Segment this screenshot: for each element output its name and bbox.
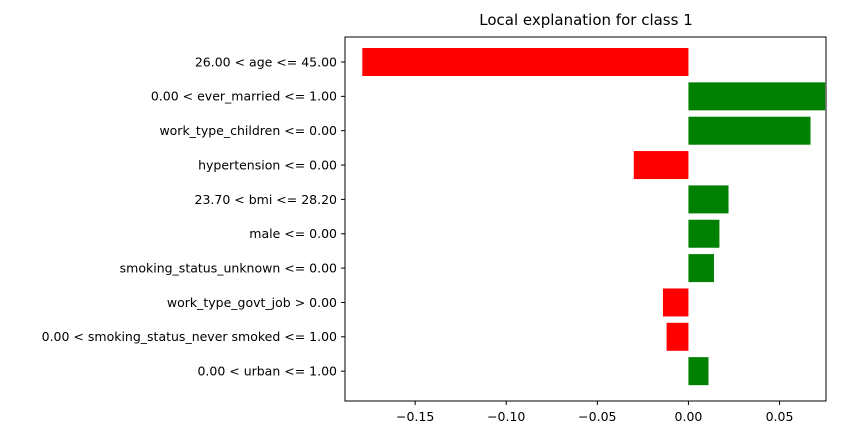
x-tick-label: −0.05 [578,409,616,424]
y-tick-label: 0.00 < urban <= 1.00 [197,364,337,379]
y-tick-label: 23.70 < bmi <= 28.20 [195,192,338,207]
x-tick-label: 0.05 [766,409,794,424]
y-tick-label: work_type_children <= 0.00 [159,123,337,138]
y-tick-label: 0.00 < ever_married <= 1.00 [151,89,337,104]
bar-3 [633,151,689,180]
bar-5 [688,219,720,248]
chart-title: Local explanation for class 1 [479,11,693,29]
x-tick-label: −0.10 [487,409,525,424]
bar-9 [688,357,709,386]
bar-6 [688,254,714,283]
y-tick-label: 0.00 < smoking_status_never smoked <= 1.… [42,329,337,344]
x-tick-label: −0.15 [396,409,434,424]
bars-group [362,48,826,386]
bar-4 [688,185,729,214]
x-axis: −0.15 −0.10 −0.05 0.00 0.05 [396,401,793,424]
bar-1 [688,82,826,111]
y-tick-label: hypertension <= 0.00 [198,157,337,172]
bar-7 [662,288,689,317]
bar-8 [666,322,689,351]
y-tick-label: 26.00 < age <= 45.00 [195,54,337,69]
y-tick-labels: 26.00 < age <= 45.00 0.00 < ever_married … [42,54,345,379]
bar-0 [362,48,689,76]
y-tick-label: male <= 0.00 [249,226,337,241]
y-tick-label: work_type_govt_job > 0.00 [167,295,337,310]
plot-frame [344,36,827,402]
y-tick-label: smoking_status_unknown <= 0.00 [120,260,337,275]
x-tick-label: 0.00 [675,409,703,424]
bar-2 [688,116,811,145]
